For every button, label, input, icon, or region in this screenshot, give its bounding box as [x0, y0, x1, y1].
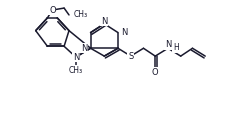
Text: CH₃: CH₃: [69, 66, 83, 75]
Text: N: N: [81, 44, 88, 53]
Text: N: N: [73, 53, 79, 62]
Text: O: O: [49, 5, 56, 15]
Text: N: N: [101, 17, 107, 26]
Text: N: N: [165, 40, 171, 49]
Text: H: H: [173, 43, 179, 52]
Text: O: O: [152, 68, 159, 77]
Text: N: N: [121, 28, 127, 37]
Text: S: S: [128, 52, 133, 61]
Text: CH₃: CH₃: [74, 10, 88, 19]
